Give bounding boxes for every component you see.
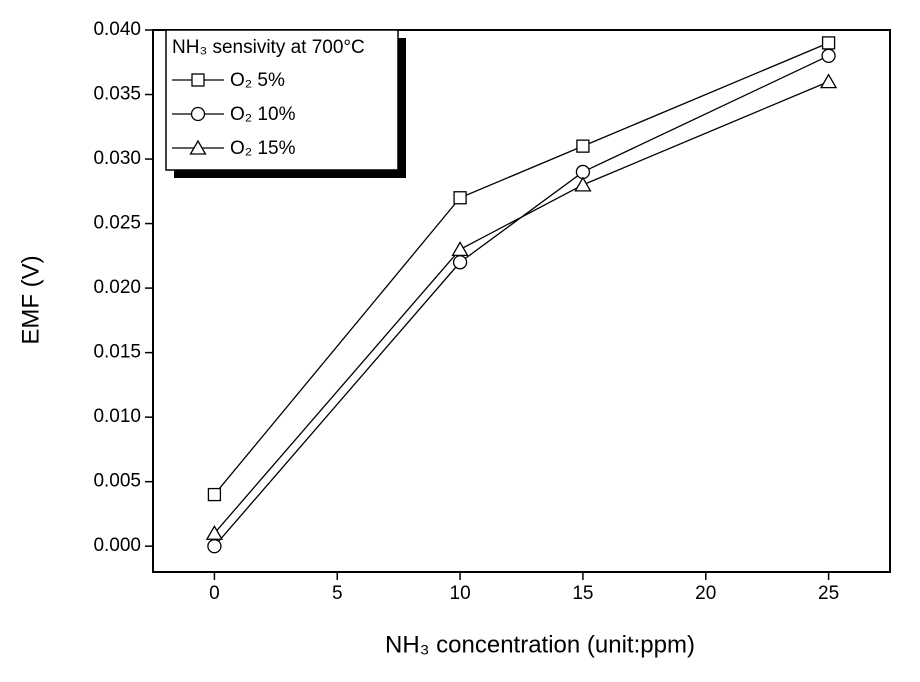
data-point (452, 255, 468, 270)
y-tick-label: 0.030 (93, 148, 141, 169)
data-point (207, 539, 222, 554)
legend-title: NH₃ sensivity at 700°C (172, 37, 365, 58)
data-point (575, 164, 591, 180)
x-tick-label: 20 (695, 583, 716, 604)
x-tick-label: 25 (818, 583, 839, 604)
y-tick-label: 0.010 (93, 406, 141, 427)
legend-label: O₂ 5% (230, 70, 285, 91)
legend-marker (189, 139, 207, 155)
y-tick-label: 0.000 (93, 535, 141, 556)
legend-box (165, 29, 399, 171)
data-point (205, 524, 224, 540)
data-point (576, 139, 590, 153)
x-tick-label: 0 (209, 583, 220, 604)
x-tick-label: 10 (450, 583, 471, 604)
x-tick-label: 15 (572, 583, 593, 604)
data-point (207, 487, 222, 502)
legend-marker (191, 73, 205, 87)
data-point (821, 48, 836, 63)
series-line (213, 81, 829, 534)
y-tick-label: 0.040 (93, 19, 141, 40)
y-tick-label: 0.025 (93, 213, 141, 234)
x-tick-label: 5 (332, 583, 343, 604)
y-tick-label: 0.015 (93, 342, 141, 363)
data-point (453, 191, 467, 205)
y-tick-label: 0.005 (93, 471, 141, 492)
data-point (819, 73, 838, 89)
data-point (574, 176, 592, 192)
y-axis-title: EMF (V) (17, 255, 44, 344)
legend-marker (190, 106, 206, 122)
data-point (451, 241, 469, 257)
x-axis-title: NH₃ concentration (unit:ppm) (385, 631, 695, 658)
y-tick-label: 0.020 (93, 277, 141, 298)
data-point (821, 36, 836, 50)
series-line (213, 42, 829, 495)
legend-label: O₂ 15% (230, 138, 296, 159)
legend-label: O₂ 10% (230, 104, 296, 125)
plot-frame (152, 29, 891, 573)
y-tick-label: 0.035 (93, 84, 141, 105)
